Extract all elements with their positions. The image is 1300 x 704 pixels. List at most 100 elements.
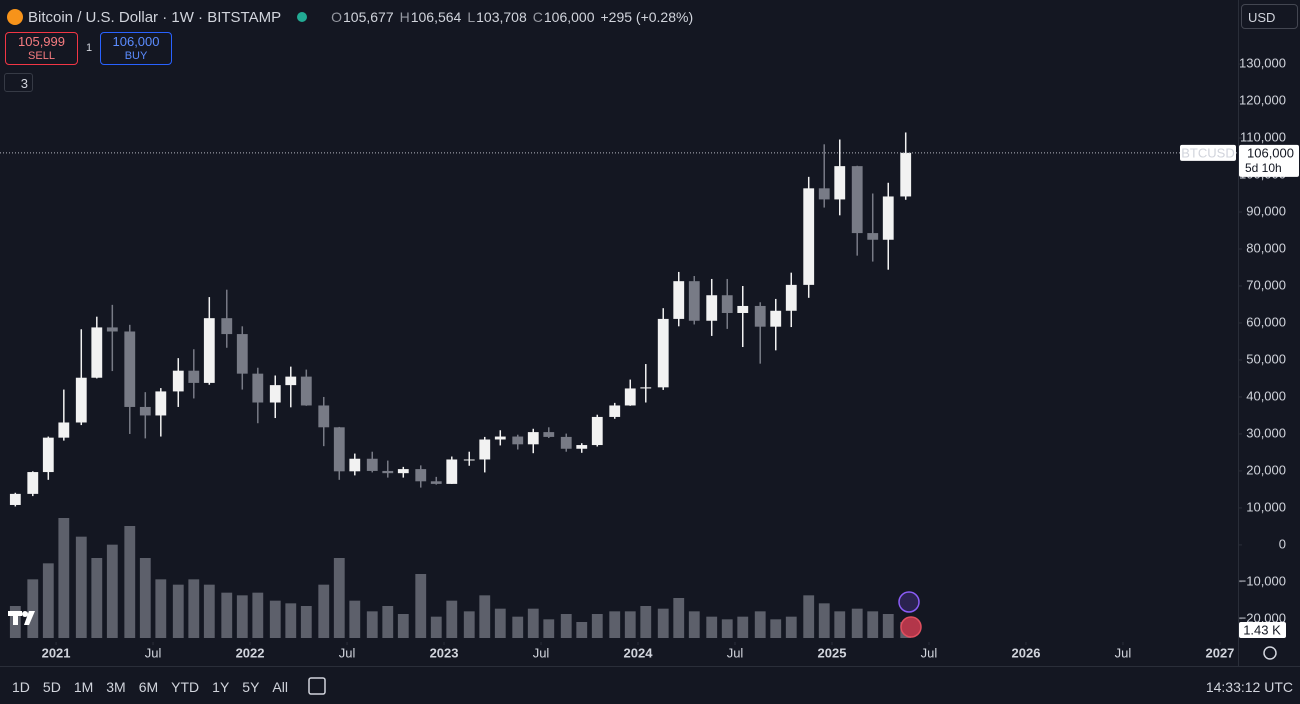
volume-bar <box>139 558 151 638</box>
volume-bar <box>527 608 539 638</box>
range-button[interactable]: 1D <box>12 679 30 695</box>
volume-bar <box>576 622 588 638</box>
volume-bar <box>770 619 782 638</box>
buy-button[interactable]: 106,000 BUY <box>100 32 172 65</box>
price-axis-border <box>1238 0 1239 666</box>
symbol-label: BTCUSD <box>1181 145 1234 160</box>
range-button[interactable]: YTD <box>171 679 200 695</box>
volume-bar <box>463 611 475 638</box>
ohlc-key: O <box>331 9 342 25</box>
price-label: 106,000 <box>1247 145 1294 160</box>
candle-body <box>221 318 233 335</box>
settings-icon[interactable] <box>1263 646 1277 660</box>
volume-bar <box>609 611 621 638</box>
candle-body <box>609 405 621 417</box>
volume-bar <box>415 574 427 638</box>
candle-body <box>430 481 442 484</box>
x-tick-label: Jul <box>1115 645 1132 660</box>
candle-body <box>42 437 54 473</box>
y-tick-label: 80,000 <box>1246 240 1286 255</box>
volume-bar <box>27 579 39 638</box>
countdown: 5d 10h <box>1245 161 1282 175</box>
candle-body <box>803 188 815 285</box>
volume-label: 1.43 K <box>1243 622 1281 637</box>
indicators-toggle[interactable]: 3 <box>4 73 33 92</box>
candle-body <box>527 432 539 445</box>
candle-body <box>300 376 312 406</box>
volume-bar <box>512 616 524 638</box>
compare-icon[interactable] <box>308 677 326 695</box>
volume-bar <box>721 619 733 638</box>
flag-icon[interactable] <box>900 616 922 638</box>
candle-body <box>576 445 588 449</box>
y-tick-label: 90,000 <box>1246 203 1286 218</box>
range-toolbar: 1D 5D 1M 3M 6M YTD 1Y 5Y All <box>12 677 301 697</box>
candle-body <box>706 295 718 321</box>
candle-body <box>382 470 394 474</box>
y-tick-label: −10,000 <box>1239 573 1286 588</box>
range-button[interactable]: 1M <box>73 679 94 695</box>
candle-body <box>9 493 21 505</box>
candle-body <box>770 310 782 327</box>
candle-body <box>900 152 912 197</box>
x-tick-label: 2021 <box>42 645 71 660</box>
volume-bar <box>203 584 215 638</box>
ohlc: O 105,677 H 106,564 L 103,708 C 106,000 <box>325 9 594 25</box>
volume-bar <box>252 592 264 638</box>
candle-body <box>721 295 733 313</box>
volume-bar <box>333 558 345 638</box>
volume-bar <box>543 619 555 638</box>
candle-body <box>269 385 281 403</box>
candle-body <box>203 318 215 383</box>
coin-icon <box>7 9 23 25</box>
candle-body <box>657 318 669 388</box>
candle-body <box>397 469 409 474</box>
candle-body <box>785 284 797 311</box>
candle-body <box>834 166 846 200</box>
candle-body <box>673 281 685 319</box>
currency-select[interactable]: USD <box>1241 4 1298 29</box>
range-button[interactable]: 5D <box>42 679 61 695</box>
range-button[interactable]: 3M <box>106 679 126 695</box>
ohlc-value: 106,000 <box>543 9 595 25</box>
volume-bar <box>818 603 830 638</box>
symbol-title[interactable]: Bitcoin / U.S. Dollar · 1W · BITSTAMP <box>28 8 282 26</box>
volume-bar <box>624 611 636 638</box>
ohlc-key: H <box>399 9 410 25</box>
plot-area <box>9 132 912 638</box>
sell-button[interactable]: 105,999 SELL <box>5 32 78 65</box>
y-tick-label: 30,000 <box>1246 425 1286 440</box>
candle-body <box>737 305 749 313</box>
x-tick-label: Jul <box>921 645 938 660</box>
event-icon[interactable] <box>898 591 920 613</box>
candle-body <box>366 458 378 471</box>
volume-bar <box>106 544 118 638</box>
candle-body <box>479 439 491 460</box>
volume-bar <box>91 558 103 638</box>
candle-body <box>252 373 264 403</box>
volume-bar <box>737 616 749 638</box>
volume-bar <box>882 614 894 638</box>
range-button[interactable]: 1Y <box>212 679 230 695</box>
candle-body <box>139 406 151 416</box>
range-button[interactable]: 6M <box>138 679 159 695</box>
volume-bar <box>706 616 718 638</box>
candle-body <box>624 388 636 406</box>
range-button[interactable]: All <box>272 679 288 695</box>
ohlc-key: L <box>467 9 476 25</box>
volume-bar <box>560 614 572 638</box>
candle-body <box>688 281 700 321</box>
ohlc-key: C <box>532 9 543 25</box>
currency: USD <box>1248 10 1276 25</box>
volume-bar <box>785 616 797 638</box>
y-tick-label: −20,000 <box>1239 610 1286 625</box>
volume-bar <box>657 608 669 638</box>
y-tick-label: 0 <box>1279 536 1286 551</box>
y-tick-label: 50,000 <box>1246 351 1286 366</box>
volume-bar <box>867 611 879 638</box>
volume-bar <box>397 614 409 638</box>
range-button[interactable]: 5Y <box>242 679 260 695</box>
